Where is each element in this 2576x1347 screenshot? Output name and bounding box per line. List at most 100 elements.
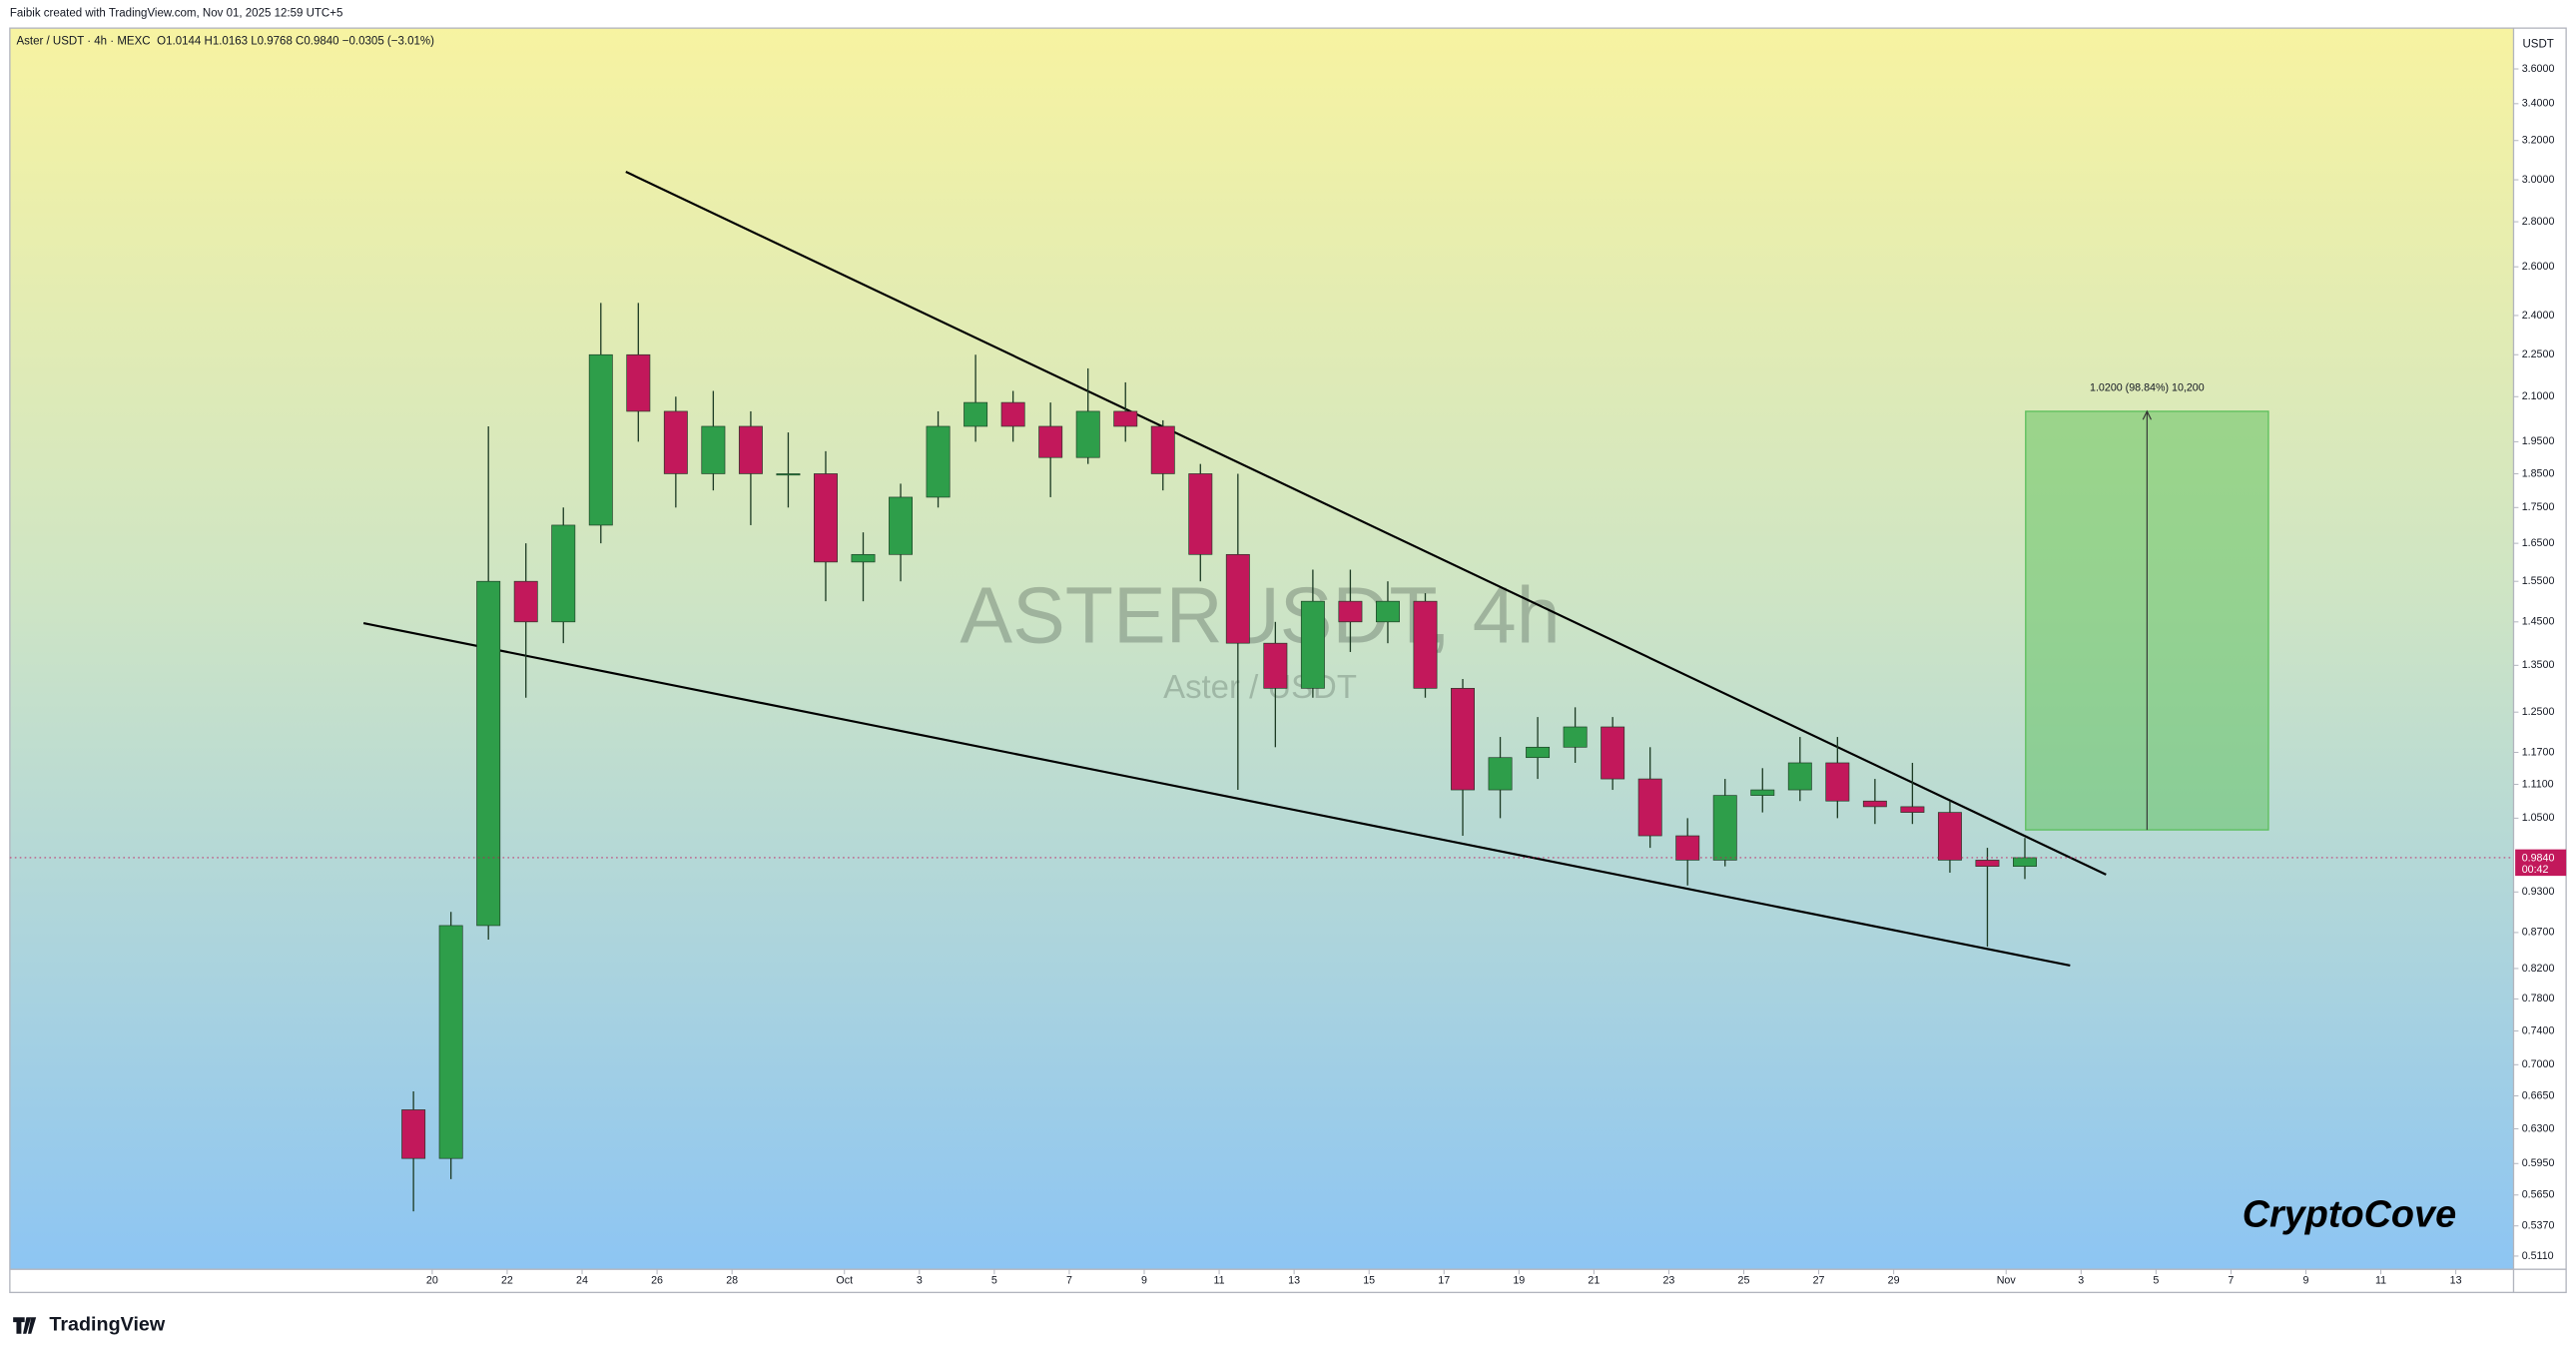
y-tick-label: 0.7000 — [2522, 1058, 2555, 1070]
candle-body — [889, 496, 914, 555]
x-tick-label: 7 — [1066, 1275, 1072, 1287]
candle-body — [1975, 860, 2000, 867]
y-tick-label: 1.0500 — [2522, 812, 2555, 824]
candle-body — [1750, 789, 1775, 796]
x-tick-label: 13 — [1288, 1275, 1300, 1287]
y-tick-label: 1.1700 — [2522, 746, 2555, 758]
y-tick-label: 0.6300 — [2522, 1122, 2555, 1134]
candle-body — [513, 580, 538, 623]
candle-body — [1451, 687, 1475, 791]
candle-body — [1825, 762, 1850, 802]
legend: Aster / USDT · 4h · MEXC O1.0144 H1.0163… — [16, 35, 434, 47]
y-tick-label: 0.7400 — [2522, 1024, 2555, 1036]
x-tick-label: 9 — [1141, 1275, 1147, 1287]
x-tick-label: 17 — [1438, 1275, 1450, 1287]
x-tick-label: 13 — [2450, 1275, 2462, 1287]
candle-body — [2013, 857, 2037, 867]
candle-body — [1563, 726, 1588, 748]
y-tick-label: 0.5650 — [2522, 1189, 2555, 1201]
y-tick-label: 3.0000 — [2522, 174, 2555, 186]
candle-body — [1225, 553, 1250, 644]
candle-body — [476, 580, 501, 927]
y-tick-label: 1.2500 — [2522, 706, 2555, 718]
candle-body — [1038, 425, 1063, 458]
x-tick-label: 5 — [2153, 1275, 2159, 1287]
candle-body — [1862, 800, 1887, 808]
y-tick-label: 3.6000 — [2522, 63, 2555, 75]
x-tick-label: 26 — [651, 1275, 663, 1287]
projection-label: 1.0200 (98.84%) 10,200 — [2090, 382, 2205, 394]
y-tick-label: 0.6650 — [2522, 1089, 2555, 1101]
brand-icon — [13, 1317, 37, 1334]
candle-body — [663, 410, 688, 474]
candle-body — [814, 473, 838, 563]
ohlc-legend: O1.0144 H1.0163 L0.9768 C0.9840 −0.0305 … — [157, 35, 434, 47]
candle-body — [438, 925, 463, 1159]
candle-body — [964, 401, 988, 427]
candle-body — [1150, 425, 1175, 474]
x-tick-label: 29 — [1888, 1275, 1900, 1287]
y-tick-label: 1.9500 — [2522, 435, 2555, 447]
watermark: ASTERUSDT, 4h — [960, 570, 1560, 659]
candle-body — [1075, 410, 1100, 458]
candle-body — [626, 353, 651, 412]
y-tick-label: 1.6500 — [2522, 537, 2555, 549]
y-tick-label: 1.8500 — [2522, 467, 2555, 479]
candle-body — [1712, 795, 1737, 861]
candle-body — [1787, 762, 1812, 791]
candle-body — [776, 473, 801, 476]
candle-body — [926, 425, 951, 498]
projection-arrowhead — [2142, 409, 2152, 420]
x-tick-label: 22 — [501, 1275, 513, 1287]
candle-body — [551, 524, 576, 623]
x-tick-label: 28 — [726, 1275, 738, 1287]
candle-body — [1375, 600, 1400, 623]
candle-body — [1300, 600, 1325, 689]
brand-logo: TradingView — [13, 1314, 166, 1336]
y-unit: USDT — [2522, 39, 2553, 51]
x-tick-label: 9 — [2303, 1275, 2309, 1287]
x-tick-label: 24 — [576, 1275, 588, 1287]
y-tick-label: 3.4000 — [2522, 98, 2555, 110]
candle-body — [1338, 600, 1363, 623]
last-price-label: 0.9840 — [2522, 853, 2555, 865]
symbol: Aster / USDT · 4h · MEXC — [16, 35, 150, 47]
x-tick-label: 5 — [991, 1275, 997, 1287]
x-tick-label: 11 — [1214, 1275, 1225, 1287]
y-tick-label: 1.7500 — [2522, 501, 2555, 513]
y-tick-label: 0.9300 — [2522, 886, 2555, 898]
candle-body — [401, 1109, 426, 1159]
y-tick-label: 0.7800 — [2522, 993, 2555, 1005]
x-tick-label: 15 — [1363, 1275, 1375, 1287]
candle-body — [1601, 726, 1625, 780]
candle-body — [1188, 473, 1213, 555]
attribution: Faibik created with TradingView.com, Nov… — [10, 7, 343, 19]
x-tick-label: 27 — [1813, 1275, 1825, 1287]
x-tick-label: 11 — [2375, 1275, 2386, 1287]
candle-body — [1413, 600, 1438, 689]
candle-body — [1675, 835, 1700, 861]
y-tick-label: 0.5110 — [2522, 1250, 2554, 1262]
candle-body — [1488, 757, 1513, 791]
x-tick-label: Nov — [1997, 1275, 2017, 1287]
chart-frame — [9, 27, 2567, 1294]
candle-body — [1900, 806, 1925, 813]
y-tick-label: 2.6000 — [2522, 261, 2555, 273]
y-tick-label: 0.8200 — [2522, 963, 2555, 975]
y-tick-label: 2.4000 — [2522, 310, 2555, 322]
y-tick-label: 2.2500 — [2522, 348, 2555, 360]
y-tick-label: 0.5370 — [2522, 1220, 2555, 1232]
x-tick-label: 20 — [426, 1275, 438, 1287]
x-tick-label: 7 — [2228, 1275, 2234, 1287]
y-tick-label: 0.8700 — [2522, 927, 2555, 939]
x-tick-label: 25 — [1738, 1275, 1750, 1287]
candle-body — [1263, 642, 1288, 689]
candle-body — [1937, 812, 1962, 861]
candle-body — [851, 553, 876, 563]
x-tick-label: 21 — [1588, 1275, 1600, 1287]
brand: TradingView — [49, 1314, 166, 1336]
trendline — [625, 171, 2107, 876]
candle-body — [1637, 778, 1662, 837]
